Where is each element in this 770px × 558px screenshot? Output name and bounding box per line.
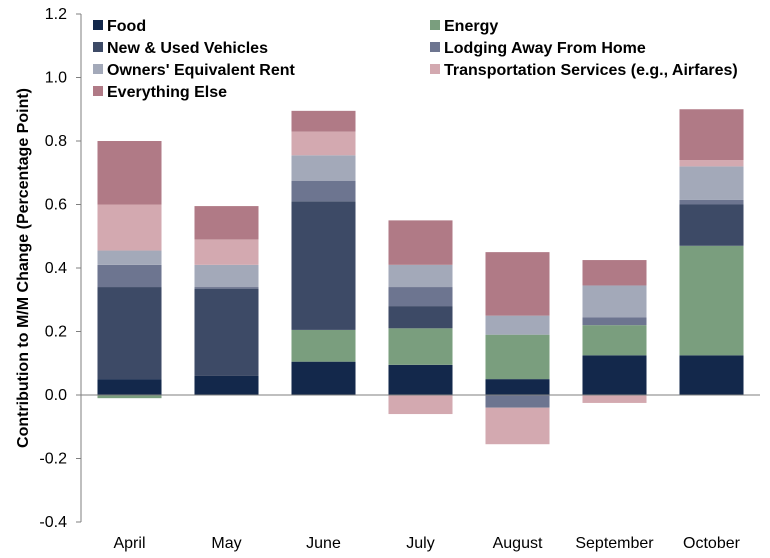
x-tick-label: August: [493, 535, 543, 552]
x-tick-label: September: [575, 535, 654, 552]
legend-label: Everything Else: [107, 84, 227, 101]
bar-segment: [194, 288, 259, 376]
bar-segment: [291, 180, 356, 202]
bar-segment: [388, 287, 453, 307]
bar-segment: [485, 407, 550, 445]
bar-segment: [194, 239, 259, 265]
bar-segment: [485, 334, 550, 380]
bar-segment: [291, 201, 356, 330]
bar-segment: [582, 260, 647, 286]
legend-label: Food: [107, 18, 146, 35]
bar-segment: [97, 141, 162, 205]
legend-label: New & Used Vehicles: [107, 40, 268, 57]
y-axis-label: Contribution to M/M Change (Percentage P…: [15, 88, 32, 448]
bar-segment: [97, 379, 162, 396]
legend: Food Energy New & Used Vehicles Lodging Awa…: [93, 18, 738, 101]
bar-segment: [291, 155, 356, 181]
legend-swatch: [430, 64, 440, 74]
bar-segment: [485, 379, 550, 396]
bar-segment: [679, 166, 744, 200]
bar-segment: [194, 264, 259, 288]
y-tick-label: 1.2: [45, 6, 67, 23]
bar-segment: [194, 375, 259, 395]
bar-segment: [388, 264, 453, 288]
legend-swatch: [430, 20, 440, 30]
bar-segment: [97, 204, 162, 251]
y-tick-label: 0.6: [45, 197, 67, 214]
legend-label: Lodging Away From Home: [444, 40, 646, 57]
bar-segment: [291, 131, 356, 156]
bar-segment: [388, 306, 453, 329]
legend-label: Owners' Equivalent Rent: [107, 62, 296, 79]
bar-segment: [679, 160, 744, 167]
legend-swatch: [430, 42, 440, 52]
bar-segment: [582, 395, 647, 403]
bar-segment: [388, 395, 453, 415]
bar-segment: [485, 315, 550, 335]
x-tick-label: May: [211, 535, 241, 552]
legend-label: Transportation Services (e.g., Airfares): [444, 62, 738, 79]
bar-segment: [97, 250, 162, 265]
y-tick-label: 0.8: [45, 133, 67, 150]
bar-segment: [582, 355, 647, 395]
bar-segment: [291, 361, 356, 395]
bar-segment: [679, 355, 744, 395]
y-tick-label: -0.2: [39, 451, 67, 468]
y-tick-label: -0.4: [39, 514, 67, 531]
axes-layer: -0.4 -0.2 0.0 0.2 0.4 0.6 0.8 1.0 1.2 April May Jun…: [39, 6, 760, 552]
bar-segment: [582, 285, 647, 318]
x-tick-label: October: [683, 535, 741, 552]
y-tick-label: 0.2: [45, 324, 67, 341]
bar-segment: [679, 245, 744, 356]
legend-swatch: [93, 20, 103, 30]
y-tick-label: 0.0: [45, 387, 67, 404]
bar-segment: [582, 317, 647, 326]
bar-segment: [388, 364, 453, 395]
bar-segment: [194, 287, 259, 289]
legend-label: Energy: [444, 18, 498, 35]
legend-swatch: [93, 86, 103, 96]
bar-segment: [97, 264, 162, 288]
bar-segment: [291, 110, 356, 132]
bar-segment: [97, 395, 162, 399]
x-tick-label: July: [406, 535, 434, 552]
bar-segment: [388, 220, 453, 265]
bar-segment: [97, 287, 162, 380]
legend-swatch: [93, 42, 103, 52]
bar-segment: [679, 199, 744, 205]
y-tick-label: 0.4: [45, 260, 67, 277]
bars-layer: [97, 109, 744, 445]
bar-segment: [194, 206, 259, 240]
bar-segment: [291, 329, 356, 362]
bar-segment: [485, 252, 550, 316]
bar-segment: [388, 328, 453, 365]
legend-swatch: [93, 64, 103, 74]
bar-segment: [679, 109, 744, 161]
y-tick-label: 1.0: [45, 70, 67, 87]
x-tick-label: April: [113, 535, 145, 552]
bar-segment: [679, 204, 744, 246]
bar-segment: [485, 395, 550, 408]
bar-segment: [582, 325, 647, 356]
x-tick-label: June: [306, 535, 341, 552]
